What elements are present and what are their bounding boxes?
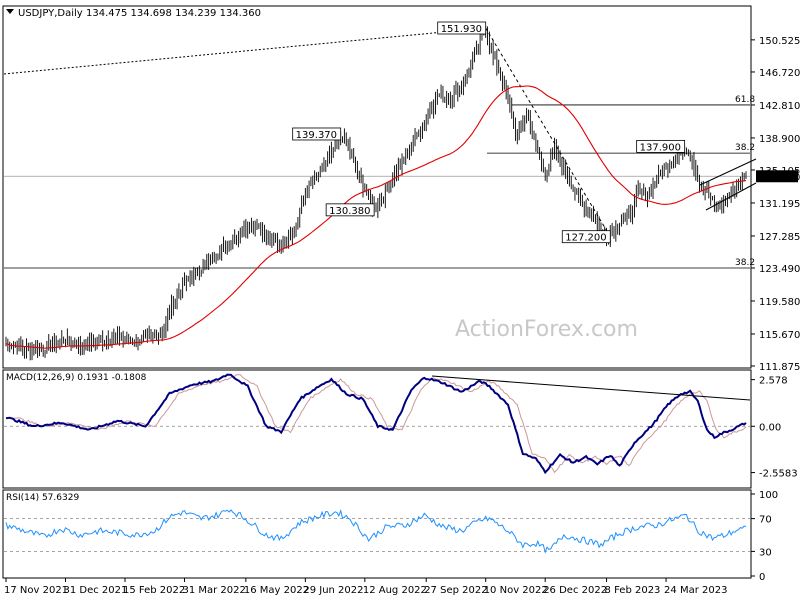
rsi-line [5, 508, 747, 554]
price-label-text: 151.930 [441, 24, 482, 35]
price-tick-label: 115.670 [759, 330, 800, 341]
x-tick-label: 31 Dec 2021 [63, 585, 127, 596]
macd-divergence-trendline [431, 375, 751, 401]
rsi-tick-label: 0 [759, 572, 765, 583]
price-label-box [561, 230, 611, 244]
x-tick-label: 24 Mar 2023 [664, 585, 727, 596]
fib-levels: 61.8 38.2 38.2 [4, 95, 755, 269]
rsi-tick-label: 100 [759, 490, 778, 501]
ohlc-values: 134.475 134.698 134.239 134.360 [86, 8, 261, 19]
retracement-dashed-line [485, 27, 611, 237]
price-label-text: 130.380 [329, 206, 370, 217]
x-tick-label: 26 Dec 2022 [543, 585, 607, 596]
price-label-box [292, 127, 342, 141]
price-tick-label: 123.490 [759, 264, 800, 275]
dropdown-triangle-icon[interactable] [6, 9, 14, 14]
macd-lines [5, 373, 751, 475]
macd-tick-label: 0.00 [759, 422, 781, 433]
price-label-text: 139.370 [296, 130, 337, 141]
price-tick-label: 131.195 [759, 199, 800, 210]
fib-level-label: 38.2 [735, 258, 755, 268]
price-label-box [325, 203, 375, 217]
macd-tick-label: 2.578 [759, 376, 788, 387]
price-tick-label: 127.285 [759, 232, 800, 243]
x-tick-label: 27 Sep 2022 [424, 585, 487, 596]
x-tick-label: 16 May 2022 [244, 585, 309, 596]
price-label-text: 127.200 [565, 233, 606, 244]
x-tick-label: 31 Mar 2022 [182, 585, 245, 596]
price-panel-frame [2, 5, 752, 369]
rsi-tick-label: 30 [759, 547, 772, 558]
price-tick-label: 138.900 [759, 134, 800, 145]
price-label-box [636, 139, 686, 153]
moving-average [6, 85, 747, 349]
price-label: 130.380 [325, 203, 375, 217]
fib-level-label: 61.8 [735, 95, 755, 105]
price-label: 127.200 [561, 230, 611, 244]
rsi-line [5, 508, 747, 554]
x-tick-label: 29 Jun 2022 [303, 585, 363, 596]
price-tick-label: 142.810 [759, 101, 800, 112]
x-tick-label: 8 Feb 2023 [605, 585, 661, 596]
price-label: 151.930 [437, 21, 487, 35]
price-label-text: 137.900 [640, 142, 681, 153]
price-tick-label: 111.875 [759, 362, 800, 373]
symbol-title: USDJPY,Daily [18, 8, 83, 19]
current-price-text: 134.360 [759, 172, 800, 183]
rsi-panel-frame [2, 489, 752, 579]
macd-main-line [5, 373, 747, 475]
price-tick-label: 150.525 [759, 36, 800, 47]
price-labels: 151.930 139.370 130.380 137.900 127.200 [292, 21, 686, 244]
x-tick-label: 10 Nov 2022 [484, 585, 548, 596]
macd-label: MACD(12,26,9) 0.1931 -0.1808 [6, 373, 147, 383]
price-label: 137.900 [636, 139, 686, 153]
fib-level-label: 38.2 [735, 143, 755, 153]
price-tick-label: 119.580 [759, 297, 800, 308]
price-label: 139.370 [292, 127, 342, 141]
x-tick-label: 15 Feb 2022 [123, 585, 185, 596]
long-term-dotted-trendline [3, 27, 486, 75]
rsi-axis: 100 70 30 0 [4, 490, 778, 583]
moving-average-line [6, 85, 747, 349]
current-price-badge [756, 170, 798, 183]
x-tick-label: 12 Aug 2022 [363, 585, 427, 596]
price-tick-label: 146.720 [759, 68, 800, 79]
watermark: ActionForex.com [455, 317, 638, 342]
macd-panel-frame [2, 369, 752, 489]
current-price: 134.360 [756, 170, 800, 183]
rsi-tick-label: 70 [759, 515, 772, 526]
x-tick-label: 17 Nov 2021 [4, 585, 68, 596]
rsi-label: RSI(14) 57.6329 [6, 493, 79, 503]
channel-upper-line [699, 158, 757, 186]
price-label-box [437, 21, 487, 35]
price-bars [5, 25, 747, 361]
macd-tick-label: -2.5583 [759, 469, 798, 480]
